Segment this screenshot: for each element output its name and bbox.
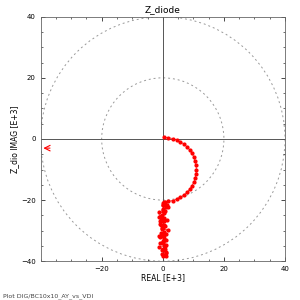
X-axis label: REAL [E+3]: REAL [E+3] [141, 273, 185, 282]
Y-axis label: Z_dio IMAG [E+3]: Z_dio IMAG [E+3] [11, 105, 20, 173]
Title: Z_diode: Z_diode [145, 6, 181, 15]
Text: Plot DIG/BC10x10_AY_vs_VDI: Plot DIG/BC10x10_AY_vs_VDI [3, 294, 93, 299]
